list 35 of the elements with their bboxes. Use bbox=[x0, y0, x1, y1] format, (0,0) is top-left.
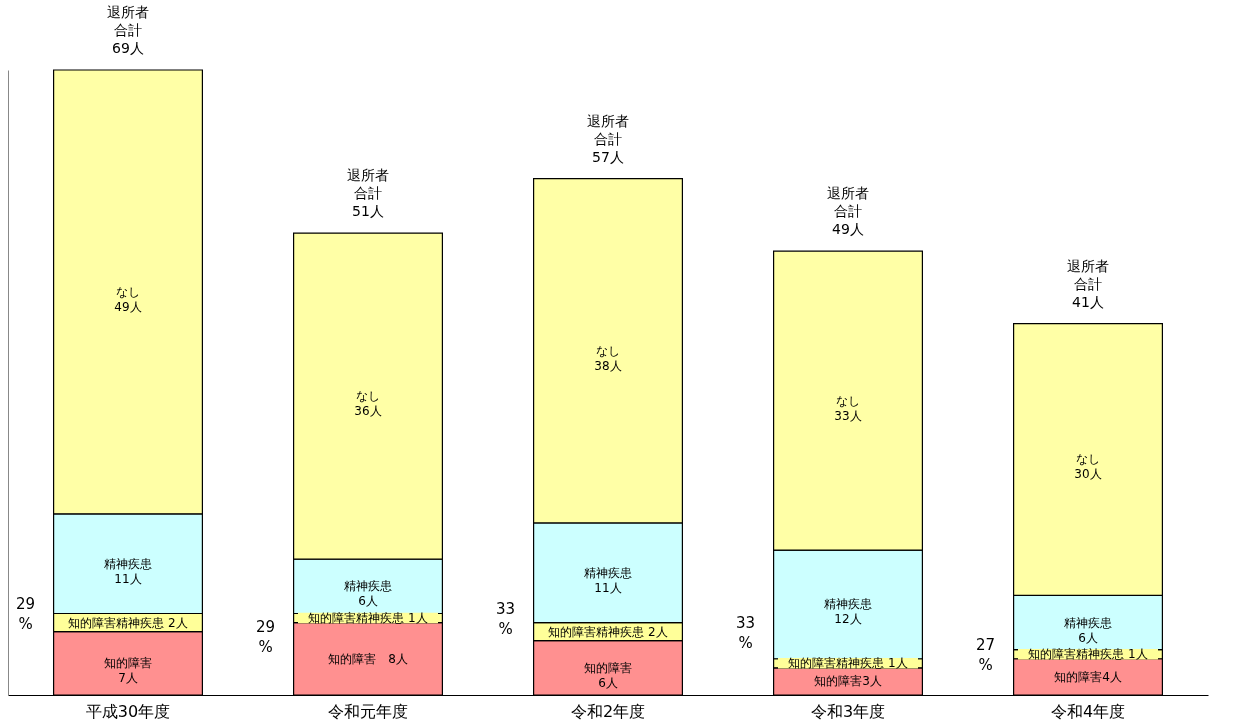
total-label: 退所者合計51人 bbox=[347, 167, 389, 220]
annotation: 29 % bbox=[16, 595, 36, 634]
data-label: 知的障害精神疾患 2人 bbox=[548, 624, 668, 639]
annotation: 27 % bbox=[976, 636, 996, 675]
data-label: 知的障害精神疾患 2人 bbox=[68, 615, 188, 630]
data-label: なし33人 bbox=[834, 393, 862, 423]
data-label: なし49人 bbox=[114, 284, 142, 314]
data-label: 知的障害精神疾患 1人 bbox=[788, 656, 908, 671]
data-label: 知的障害精神疾患 1人 bbox=[308, 611, 428, 626]
data-label: 知的障害6人 bbox=[584, 660, 632, 690]
x-tick-label: 令和元年度 bbox=[328, 701, 408, 721]
total-label: 退所者合計41人 bbox=[1067, 257, 1109, 310]
data-label: 知的障害 8人 bbox=[328, 651, 408, 666]
x-tick-label: 平成30年度 bbox=[85, 701, 171, 721]
data-label: 精神疾患11人 bbox=[104, 556, 152, 586]
data-label: 知的障害精神疾患 1人 bbox=[1028, 647, 1148, 662]
annotation: 29 % bbox=[256, 618, 276, 657]
data-label: 知的障害4人 bbox=[1054, 669, 1122, 684]
data-label: 精神疾患11人 bbox=[584, 565, 632, 595]
x-tick-label: 令和2年度 bbox=[570, 701, 646, 721]
annotation: 33 % bbox=[496, 599, 516, 638]
data-label: なし30人 bbox=[1074, 452, 1102, 482]
x-tick-label: 令和3年度 bbox=[810, 701, 886, 721]
total-label: 退所者合計57人 bbox=[587, 112, 629, 165]
data-label: 知的障害7人 bbox=[104, 656, 152, 686]
data-label: 知的障害3人 bbox=[814, 674, 882, 689]
data-label: 精神疾患12人 bbox=[824, 597, 872, 627]
total-label: 退所者合計49人 bbox=[827, 185, 869, 238]
total-label: 退所者合計69人 bbox=[107, 4, 149, 56]
data-label: なし38人 bbox=[594, 343, 622, 373]
annotation: 33 % bbox=[736, 613, 756, 652]
data-label: なし36人 bbox=[354, 389, 382, 419]
data-label: 精神疾患6人 bbox=[344, 579, 392, 609]
x-tick-label: 令和4年度 bbox=[1050, 701, 1126, 721]
data-label: 精神疾患6人 bbox=[1064, 615, 1112, 645]
